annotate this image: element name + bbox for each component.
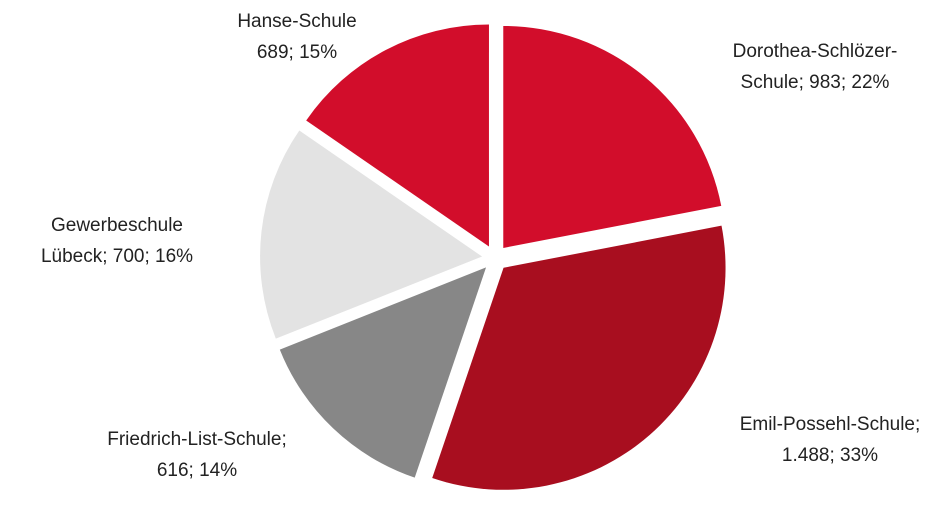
data-label: Friedrich-List-Schule; [107,429,287,450]
pie-slice [260,130,483,339]
pie-slice [279,267,487,478]
data-label: 689; 15% [257,42,337,63]
pie-slice [306,24,489,247]
pie-slice [432,225,726,490]
data-label: Gewerbeschule [51,215,183,236]
pie-slice [503,25,722,248]
data-label: Hanse-Schule [237,11,356,32]
data-label: Schule; 983; 22% [741,72,890,93]
data-label: Lübeck; 700; 16% [41,246,193,267]
data-label: 1.488; 33% [782,445,878,466]
data-label: Emil-Possehl-Schule; [740,414,921,435]
data-label: 616; 14% [157,460,237,481]
data-label: Dorothea-Schlözer- [733,41,898,62]
